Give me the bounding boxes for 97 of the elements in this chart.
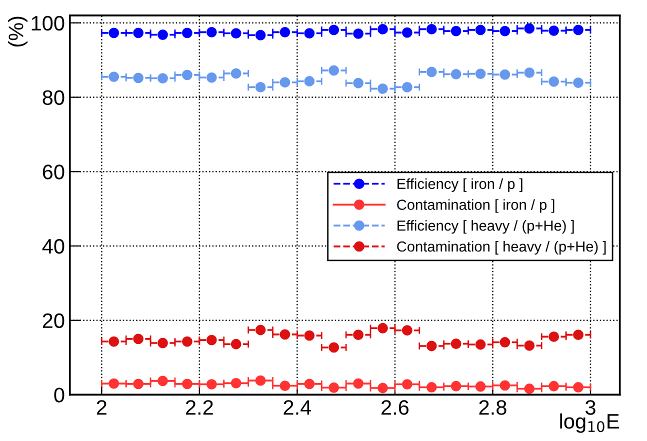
point: [402, 82, 412, 92]
point: [133, 72, 144, 84]
point: [182, 28, 192, 38]
point: [353, 378, 364, 389]
point: [475, 24, 486, 36]
point: [548, 380, 560, 392]
point: [133, 28, 144, 38]
point: [573, 24, 584, 36]
point: [378, 24, 388, 34]
x-tick-label: 2.4: [284, 400, 312, 415]
point: [450, 68, 462, 80]
point: [206, 26, 217, 38]
point: [108, 336, 120, 347]
point: [426, 340, 437, 352]
point: [230, 68, 242, 79]
point: [353, 78, 364, 88]
y-tick-label: 40: [42, 238, 64, 254]
y-tick-label: 80: [42, 90, 64, 105]
point: [426, 66, 437, 78]
legend-label: Contamination [ iron / p ]: [397, 199, 554, 213]
point: [573, 330, 584, 340]
point: [353, 330, 364, 340]
point: [158, 73, 168, 84]
point: [475, 339, 486, 350]
point: [280, 26, 290, 38]
point: [182, 336, 192, 347]
point: [255, 375, 266, 386]
point: [108, 28, 120, 38]
point: [378, 322, 388, 334]
point: [255, 82, 266, 92]
y-tick-label: 20: [42, 313, 64, 328]
point: [500, 337, 510, 348]
point: [280, 380, 290, 391]
point: [524, 23, 535, 34]
legend-label: Contamination [ heavy / (p+He) ]: [397, 240, 606, 255]
point: [108, 72, 120, 82]
point: [573, 382, 584, 392]
x-tick-label: 2.2: [186, 400, 213, 415]
point: [158, 30, 168, 40]
point: [230, 378, 242, 388]
point: [524, 340, 535, 351]
point: [524, 67, 535, 78]
point: [378, 382, 388, 394]
point: [255, 324, 266, 336]
point: [230, 28, 242, 38]
point: [402, 27, 412, 38]
point: [133, 378, 144, 390]
point: [328, 65, 340, 76]
x-tick-label: 2.8: [479, 400, 506, 415]
point: [548, 331, 560, 342]
point: [500, 69, 510, 80]
y-tick-label: 60: [42, 164, 64, 180]
point: [328, 24, 340, 36]
point: [426, 382, 437, 392]
point: [475, 68, 486, 80]
point: [378, 83, 388, 94]
point: [548, 76, 560, 87]
point: [304, 378, 315, 390]
point: [182, 378, 192, 390]
point: [402, 379, 412, 390]
point: [304, 28, 315, 38]
point: [280, 329, 290, 340]
y-axis-title: (%): [8, 16, 28, 47]
point: [500, 380, 510, 391]
point: [280, 77, 290, 88]
y-tick-label: 0: [54, 388, 64, 402]
point: [230, 338, 242, 350]
point: [450, 26, 462, 36]
point: [450, 338, 462, 349]
point: [206, 72, 217, 83]
legend-label: Efficiency [ iron / p ]: [398, 178, 522, 192]
point: [402, 325, 412, 336]
point: [450, 380, 462, 392]
point: [206, 379, 217, 390]
point: [548, 25, 560, 36]
point: [304, 330, 315, 341]
x-tick-label: 2.6: [382, 400, 409, 415]
x-tick-label: 2: [96, 400, 106, 415]
legend-label: Efficiency [ heavy / (p+He) ]: [398, 220, 574, 234]
point: [304, 76, 315, 86]
point: [524, 384, 535, 394]
point: [426, 24, 437, 34]
point: [475, 381, 486, 392]
point: [206, 334, 217, 346]
point: [158, 376, 168, 386]
point: [182, 70, 192, 80]
point: [133, 334, 144, 344]
y-tick-label: 100: [32, 16, 64, 31]
point: [328, 342, 340, 353]
point: [255, 30, 266, 40]
point: [108, 378, 120, 389]
point: [573, 78, 584, 88]
point: [500, 26, 510, 36]
point: [328, 382, 340, 393]
point: [158, 338, 168, 348]
point: [353, 28, 364, 39]
x-tick-label: 3: [585, 400, 596, 415]
